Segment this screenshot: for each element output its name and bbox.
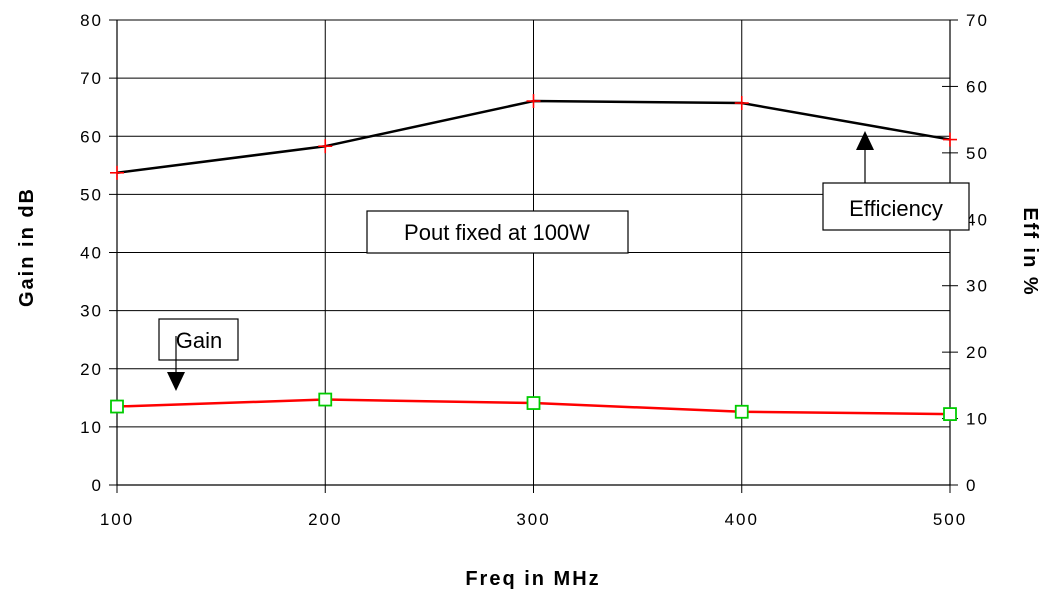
x-tick-label: 100 <box>100 510 134 529</box>
right-tick-label: 20 <box>966 343 989 362</box>
series-layer <box>110 94 957 421</box>
efficiency-point <box>943 132 957 147</box>
x-tick-label: 400 <box>725 510 759 529</box>
left-tick-label: 10 <box>80 418 103 437</box>
left-tick-label: 20 <box>80 360 103 379</box>
efficiency-point <box>734 96 749 111</box>
left-tick-label: 80 <box>80 11 103 30</box>
efficiency-annotation: Efficiency <box>822 131 970 231</box>
pout-annotation-label: Pout fixed at 100W <box>404 220 590 245</box>
left-tick-label: 50 <box>80 185 103 204</box>
gain-annotation: Gain <box>158 318 239 391</box>
right-tick-label: 0 <box>966 476 977 495</box>
efficiency-point <box>110 165 124 180</box>
efficiency-point <box>526 94 541 109</box>
right-tick-label: 30 <box>966 277 989 296</box>
y-axis-title: Gain in dB <box>16 187 38 307</box>
left-tick-label: 30 <box>80 302 103 321</box>
left-tick-label: 70 <box>80 69 103 88</box>
gain-point <box>943 407 957 421</box>
x-axis: 100 200 300 400 500 <box>100 485 967 529</box>
pout-annotation: Pout fixed at 100W <box>366 210 629 254</box>
left-axis: 0 10 20 30 40 50 60 70 80 <box>80 11 117 495</box>
gain-point <box>526 396 541 410</box>
right-tick-label: 60 <box>966 77 989 96</box>
gain-point <box>734 404 749 419</box>
x-axis-title: Freq in MHz <box>465 568 600 590</box>
left-tick-label: 60 <box>80 127 103 146</box>
right-tick-label: 50 <box>966 144 989 163</box>
efficiency-point <box>318 139 333 154</box>
left-tick-label: 0 <box>92 476 103 495</box>
left-tick-label: 40 <box>80 244 103 263</box>
gain-point <box>110 399 124 414</box>
efficiency-annotation-label: Efficiency <box>849 196 943 221</box>
x-tick-label: 500 <box>933 510 967 529</box>
right-tick-label: 40 <box>966 210 989 229</box>
y2-axis-title: Eff in % <box>1019 207 1041 296</box>
right-axis: 0 10 20 30 40 50 60 70 <box>942 11 989 495</box>
x-tick-label: 200 <box>308 510 342 529</box>
x-tick-label: 300 <box>516 510 550 529</box>
gain-point <box>318 392 333 407</box>
right-tick-label: 70 <box>966 11 989 30</box>
gain-annotation-label: Gain <box>176 328 222 353</box>
right-tick-label: 10 <box>966 410 989 429</box>
